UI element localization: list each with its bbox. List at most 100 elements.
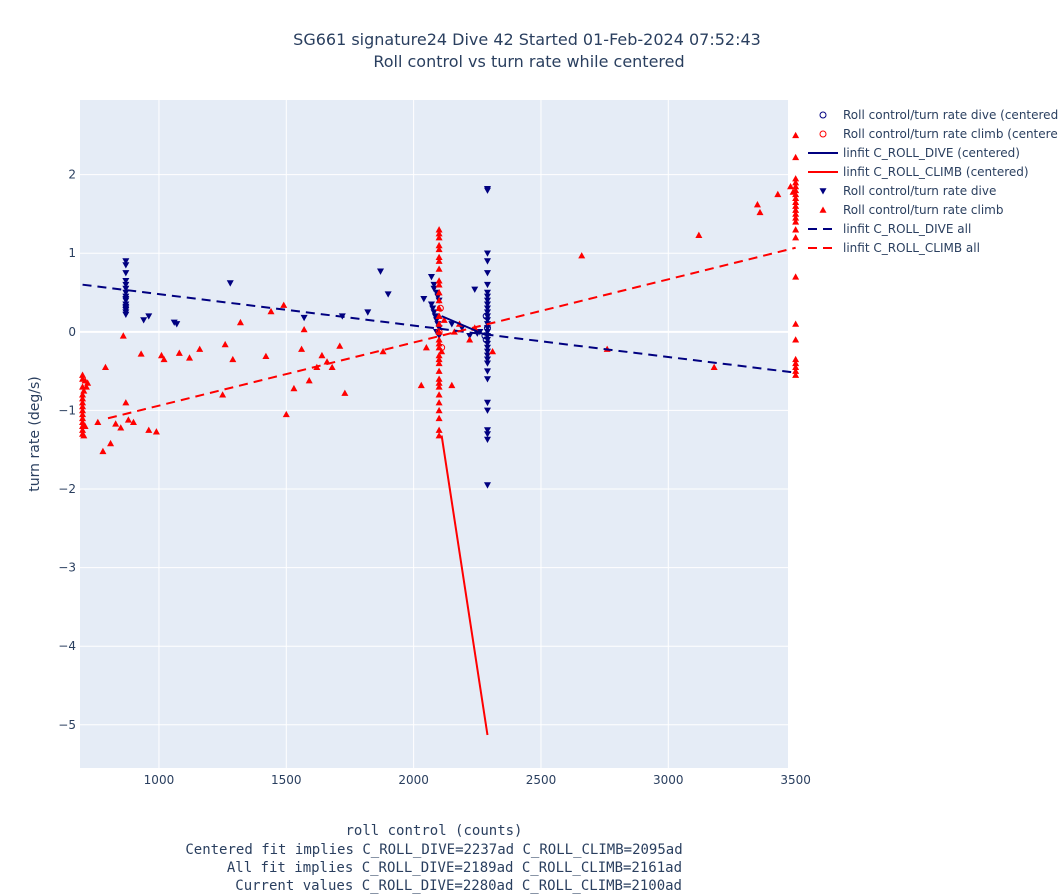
- data-point-triangle-down: [122, 285, 130, 293]
- data-point-triangle-up: [145, 426, 153, 433]
- x-tick-label: 1500: [271, 773, 302, 787]
- series-line: [441, 315, 488, 337]
- legend-item[interactable]: Roll control/turn rate climb (centered): [819, 127, 1058, 141]
- legend-item[interactable]: linfit C_ROLL_CLIMB all: [808, 241, 980, 255]
- data-point-triangle-up: [124, 416, 132, 423]
- data-point-circle: [438, 344, 446, 352]
- data-point-triangle-up: [267, 307, 275, 315]
- data-point-triangle-up: [336, 342, 344, 349]
- legend-item[interactable]: Roll control/turn rate climb: [819, 203, 1004, 217]
- data-point-triangle-up: [129, 418, 137, 426]
- data-point-triangle-down: [483, 368, 491, 375]
- all-fit-note: All fit implies C_ROLL_DIVE=2189ad C_ROL…: [227, 860, 682, 876]
- data-point-triangle-down: [483, 250, 491, 257]
- data-point-triangle-up: [792, 218, 800, 225]
- data-point-triangle-up: [792, 226, 800, 233]
- data-point-triangle-down: [122, 296, 130, 303]
- data-point-triangle-up: [792, 210, 800, 217]
- data-point-triangle-up: [175, 349, 183, 356]
- y-tick-label: −2: [58, 482, 76, 496]
- data-point-triangle-up: [435, 296, 443, 304]
- data-point-triangle-up: [236, 318, 244, 326]
- chart-subtitle: Roll control vs turn rate while centered: [373, 52, 684, 71]
- y-tick-label: 1: [68, 246, 76, 260]
- legend-label: Roll control/turn rate dive (centered): [843, 108, 1058, 122]
- y-tick-label: −4: [58, 639, 76, 653]
- data-point-triangle-up: [196, 345, 204, 352]
- data-point-triangle-up: [84, 379, 92, 386]
- data-point-triangle-up: [379, 347, 387, 355]
- data-point-triangle-down: [483, 187, 491, 194]
- data-point-triangle-up: [440, 316, 448, 323]
- data-point-triangle-down: [471, 286, 479, 293]
- data-point-triangle-up: [792, 175, 800, 182]
- legend-item[interactable]: Roll control/turn rate dive (centered): [819, 108, 1058, 122]
- data-point-triangle-up: [262, 352, 270, 359]
- legend-item[interactable]: linfit C_ROLL_DIVE all: [808, 222, 971, 236]
- data-point-triangle-up: [435, 245, 443, 253]
- data-point-triangle-up: [79, 414, 87, 422]
- data-point-triangle-up: [160, 355, 168, 363]
- data-point-triangle-up: [79, 406, 87, 414]
- data-point-triangle-up: [450, 328, 458, 335]
- data-point-triangle-down: [483, 301, 491, 308]
- data-point-triangle-up: [79, 395, 87, 402]
- data-point-triangle-up: [79, 402, 87, 410]
- data-point-triangle-up: [435, 241, 443, 249]
- data-point-triangle-up: [435, 230, 443, 237]
- data-point-triangle-up: [318, 351, 326, 359]
- legend: Roll control/turn rate dive (centered) Ro…: [808, 108, 1058, 255]
- data-point-triangle-down: [300, 314, 308, 322]
- data-point-triangle-down: [483, 270, 491, 277]
- y-tick-label: −3: [58, 561, 76, 575]
- data-point-triangle-up: [80, 432, 88, 439]
- data-point-triangle-up: [774, 190, 782, 198]
- data-point-triangle-up: [792, 153, 800, 161]
- data-point-triangle-up: [417, 381, 425, 389]
- data-point-triangle-down: [483, 360, 491, 367]
- data-point-triangle-down: [483, 293, 491, 300]
- data-point-triangle-up: [435, 281, 443, 288]
- data-point-triangle-up: [435, 383, 443, 390]
- y-tick-label: −1: [58, 403, 76, 417]
- data-point-triangle-up: [448, 381, 456, 389]
- data-point-triangle-down: [483, 258, 491, 265]
- data-point-triangle-down: [483, 436, 491, 444]
- data-point-triangle-up: [298, 345, 306, 352]
- data-point-triangle-down: [429, 305, 437, 312]
- legend-label: linfit C_ROLL_CLIMB all: [843, 241, 980, 255]
- data-point-triangle-down: [364, 309, 372, 316]
- data-point-triangle-up: [435, 289, 443, 296]
- x-tick-label: 3500: [780, 773, 811, 787]
- legend-circle-swatch: [819, 130, 827, 138]
- data-point-triangle-up: [435, 391, 443, 398]
- data-point-triangle-up: [435, 414, 443, 422]
- data-point-triangle-down: [377, 268, 385, 275]
- legend-item[interactable]: linfit C_ROLL_CLIMB (centered): [808, 165, 1029, 179]
- data-point-triangle-down: [122, 258, 130, 265]
- data-point-triangle-up: [438, 347, 446, 355]
- data-point-triangle-down: [420, 296, 428, 303]
- data-point-triangle-down: [483, 305, 491, 312]
- data-point-triangle-up: [280, 301, 288, 308]
- data-point-triangle-down: [483, 289, 491, 297]
- data-point-triangle-down: [483, 325, 491, 332]
- legend-label: linfit C_ROLL_DIVE all: [843, 222, 971, 236]
- data-point-triangle-up: [792, 355, 800, 363]
- data-point-triangle-up: [101, 363, 109, 370]
- data-point-triangle-down: [122, 311, 130, 319]
- data-point-triangle-up: [435, 277, 443, 284]
- data-point-triangle-up: [435, 406, 443, 414]
- data-point-triangle-up: [79, 391, 87, 398]
- data-point-triangle-down: [483, 309, 491, 316]
- data-point-triangle-up: [79, 418, 87, 426]
- data-point-triangle-down: [122, 277, 130, 285]
- data-point-triangle-up: [792, 202, 800, 209]
- data-point-triangle-up: [792, 336, 800, 343]
- data-point-triangle-up: [435, 234, 443, 241]
- data-point-triangle-up: [107, 439, 115, 447]
- legend-item[interactable]: linfit C_ROLL_DIVE (centered): [808, 146, 1020, 160]
- data-point-triangle-up: [79, 371, 87, 378]
- legend-item[interactable]: Roll control/turn rate dive: [819, 184, 997, 198]
- data-point-triangle-up: [792, 198, 800, 205]
